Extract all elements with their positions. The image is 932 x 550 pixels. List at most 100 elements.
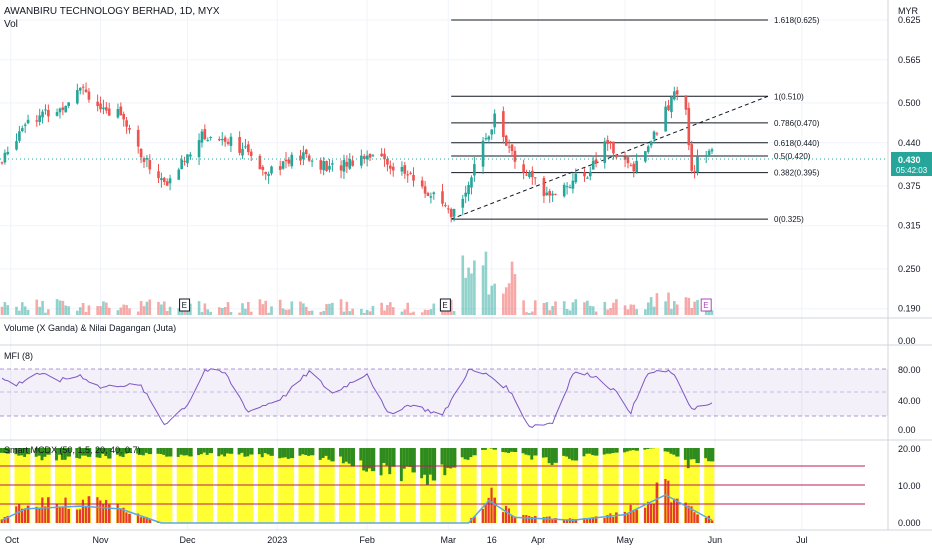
mcdx-hotmoney-bar bbox=[428, 448, 434, 475]
volume-bar bbox=[102, 301, 105, 315]
candle-body bbox=[116, 109, 120, 118]
mcdx-banker-bar bbox=[15, 506, 18, 523]
mcdx-banker-bar bbox=[142, 516, 146, 523]
price-tick-label: 0.625 bbox=[898, 15, 921, 25]
mcdx-banker-bar bbox=[84, 506, 88, 523]
candle-body bbox=[525, 174, 528, 176]
mcdx-banker-bar bbox=[58, 506, 62, 523]
mcdx-banker-bar bbox=[20, 508, 24, 523]
candle-body bbox=[206, 140, 210, 142]
mcdx-hotmoney-bar bbox=[614, 448, 619, 453]
mcdx-banker-bar bbox=[693, 512, 696, 523]
volume-bar bbox=[3, 302, 7, 315]
volume-bar bbox=[302, 303, 305, 315]
candle-body bbox=[690, 144, 694, 171]
fib-level-label: 0.786(0.470) bbox=[774, 119, 820, 128]
candle-body bbox=[304, 149, 308, 155]
volume-bar bbox=[148, 299, 152, 315]
price-tick-label: 0.565 bbox=[898, 55, 921, 65]
mcdx-hotmoney-bar bbox=[672, 448, 677, 455]
candle-body bbox=[409, 172, 412, 174]
candle-body bbox=[522, 164, 525, 173]
candle-body bbox=[102, 107, 105, 110]
mcdx-hotmoney-bar bbox=[565, 448, 570, 457]
mcdx-banker-bar bbox=[481, 509, 485, 523]
earnings-marker-box bbox=[179, 298, 191, 312]
earnings-marker-box bbox=[700, 298, 712, 312]
time-axis[interactable]: Oct Nov Dec 2023 Feb Mar 16 Apr May Jun Jul bbox=[5, 535, 808, 545]
candle-body bbox=[107, 108, 111, 116]
mcdx-hotmoney-bar bbox=[689, 448, 695, 460]
countdown-label: 05:42:03 bbox=[896, 166, 928, 175]
volume-bar bbox=[264, 300, 268, 315]
volume-bar bbox=[189, 303, 192, 315]
candle-body bbox=[687, 107, 691, 146]
volume-bar bbox=[139, 301, 143, 315]
candle-body bbox=[162, 177, 166, 182]
trend-line[interactable] bbox=[451, 95, 769, 220]
mcdx-banker-bar bbox=[105, 499, 108, 523]
volume-bar bbox=[261, 304, 265, 315]
volume-bar bbox=[145, 301, 149, 315]
mcdx-hotmoney-bar bbox=[611, 448, 616, 454]
mcdx-hotmoney-bar bbox=[286, 448, 292, 459]
fibonacci-retracement[interactable]: 1.618(0.625) 1(0.510) 0.786(0.470) 0.618(0.… bbox=[451, 16, 820, 224]
mcdx-hotmoney-bar bbox=[266, 448, 271, 455]
earnings-marker-label: E bbox=[442, 301, 447, 310]
candle-body bbox=[339, 165, 343, 171]
time-tick-label: Apr bbox=[531, 535, 545, 545]
price-axis[interactable]: 0.625 0.565 0.500 0.440 0.375 0.315 0.250 0.190 bbox=[898, 15, 921, 314]
volume-bar bbox=[664, 301, 667, 315]
volume-bar bbox=[200, 312, 204, 315]
mcdx-hotmoney-bar bbox=[411, 448, 416, 473]
mcdx-banker-bar bbox=[684, 502, 688, 523]
candle-body bbox=[351, 160, 354, 166]
candle-body bbox=[64, 105, 68, 113]
mcdx-banker-bar bbox=[116, 504, 120, 523]
earnings-marker-box bbox=[439, 298, 451, 312]
candle-body bbox=[362, 156, 366, 159]
mcdx-hotmoney-bar bbox=[370, 448, 376, 472]
mcdx-banker-bar bbox=[510, 515, 514, 523]
mcdx-hotmoney-bar bbox=[86, 448, 92, 457]
mcdx-banker-bar bbox=[67, 508, 70, 523]
candle-body bbox=[189, 154, 192, 157]
volume-bar bbox=[629, 304, 633, 315]
mcdx-banker-bar bbox=[502, 512, 505, 523]
volume-bar bbox=[667, 292, 670, 315]
volume-bar bbox=[632, 304, 636, 315]
mcdx-hotmoney-bar bbox=[208, 448, 213, 454]
mcdx-banker-bar bbox=[522, 514, 525, 523]
candle-body bbox=[319, 160, 323, 170]
mcdx-hotmoney-bar bbox=[60, 448, 66, 460]
mcdx-banker-bar bbox=[64, 497, 68, 523]
mcdx-hotmoney-bar bbox=[46, 448, 51, 455]
mcdx-banker-bar bbox=[122, 507, 126, 523]
volume-bar bbox=[299, 301, 302, 315]
trend-line-segment bbox=[451, 95, 769, 220]
fib-level-label: 1.618(0.625) bbox=[774, 16, 820, 25]
candle-body bbox=[177, 169, 181, 180]
mcdx-banker-bar bbox=[644, 507, 647, 523]
candle-body bbox=[87, 91, 91, 100]
volume-bar bbox=[504, 287, 508, 315]
mcdx-panel-title: Smart MCDX (50, 1.5, 20, 40, 0.7) bbox=[4, 445, 141, 455]
mcdx-hotmoney-bar bbox=[246, 448, 251, 457]
candle-body bbox=[47, 109, 50, 117]
volume-bar bbox=[493, 283, 496, 315]
volume-bar bbox=[406, 302, 410, 315]
mcdx-hotmoney-bar bbox=[634, 448, 639, 451]
candle-body bbox=[368, 153, 372, 158]
candle-body bbox=[148, 160, 152, 170]
volume-bar bbox=[473, 260, 476, 315]
volume-bar bbox=[574, 299, 578, 315]
mcdx-hotmoney-bar bbox=[605, 448, 610, 454]
volume-panel-tick: 0.00 bbox=[898, 336, 916, 346]
mcdx-hotmoney-bar bbox=[95, 448, 100, 458]
fib-level-label: 0.5(0.420) bbox=[774, 152, 811, 161]
candle-body bbox=[270, 166, 273, 174]
mcdx-average-line bbox=[1, 494, 713, 524]
candle-body bbox=[484, 138, 488, 140]
candle-body bbox=[96, 101, 99, 107]
